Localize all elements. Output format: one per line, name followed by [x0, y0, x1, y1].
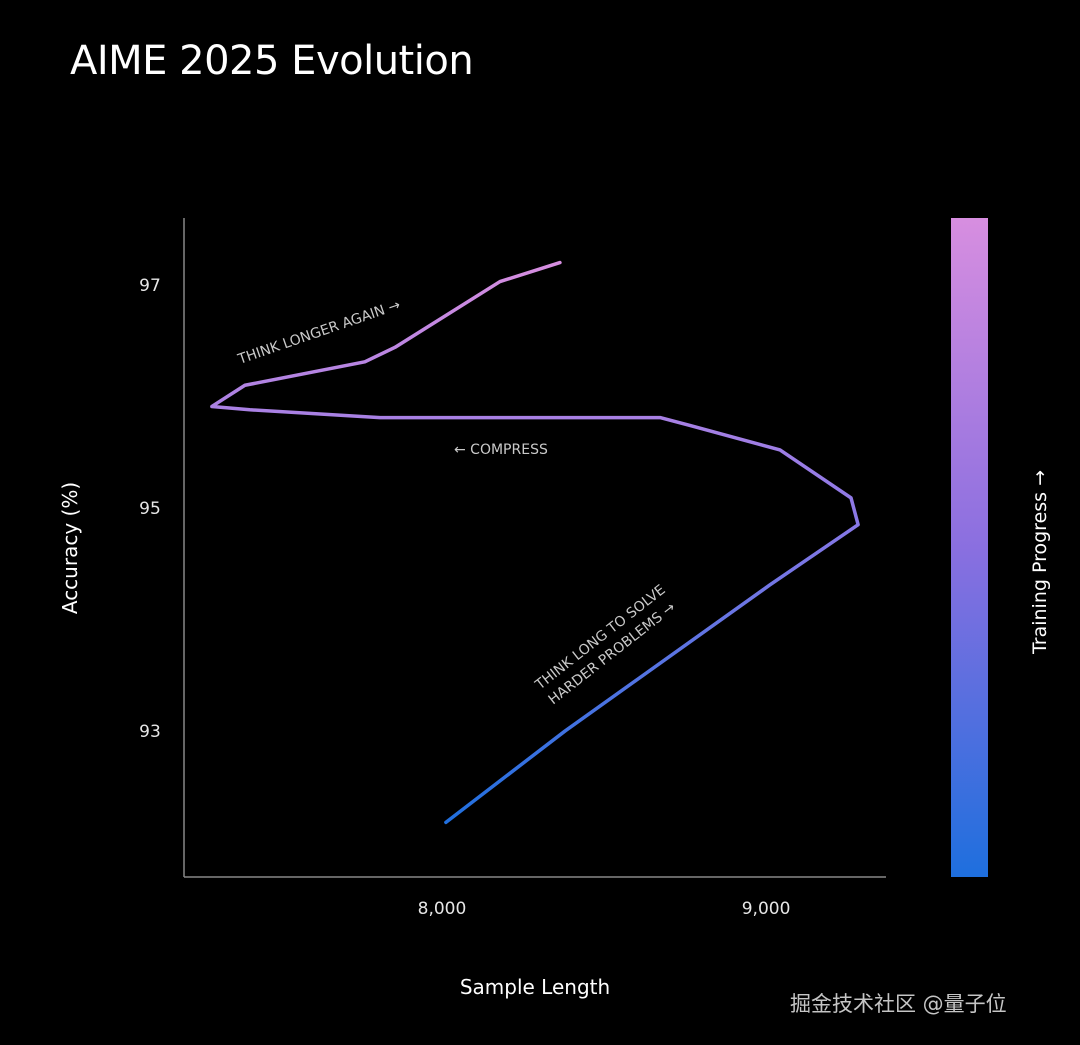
colorbar [951, 218, 988, 877]
x-tick-label: 8,000 [418, 899, 467, 919]
watermark: 掘金技术社区 @量子位 [790, 992, 1007, 1016]
y-tick-label: 93 [139, 722, 161, 742]
y-tick-label: 97 [139, 276, 161, 296]
y-axis-label: Accuracy (%) [58, 482, 82, 614]
annotation-compress: ← COMPRESS [454, 442, 548, 458]
colorbar-label: Training Progress → [1029, 470, 1051, 655]
x-tick-label: 9,000 [742, 899, 791, 919]
x-axis-label: Sample Length [460, 975, 610, 999]
chart-title: AIME 2025 Evolution [70, 38, 474, 84]
y-tick-label: 95 [139, 499, 161, 519]
annotation-think-long-line1: THINK LONG TO SOLVE [532, 582, 669, 694]
series-line [210, 260, 860, 825]
